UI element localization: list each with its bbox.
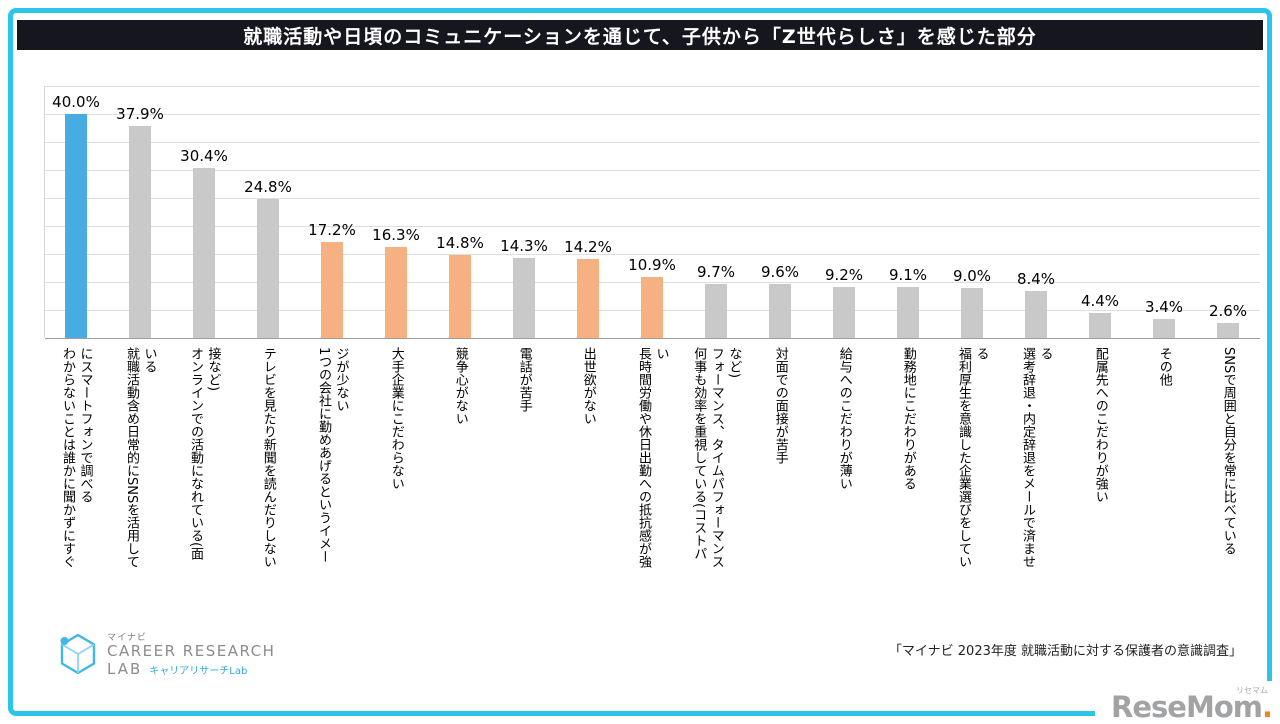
bar-category-label: 就職活動含め日常的にSNSを活用している xyxy=(124,347,157,569)
bar-value-label: 16.3% xyxy=(372,225,420,244)
bar-value-label: 37.9% xyxy=(116,104,164,123)
bar-value-label: 9.6% xyxy=(760,263,800,282)
bar-category-label: 給与へのこだわりが薄い xyxy=(836,347,852,490)
bar xyxy=(1025,291,1047,338)
bar-value-label: 24.8% xyxy=(244,178,292,197)
bar-value-label: 14.2% xyxy=(564,237,612,256)
bar xyxy=(129,125,151,338)
bar-category-label: 大手企業にこだわらない xyxy=(388,347,404,490)
bar-value-label: 14.8% xyxy=(436,234,484,253)
resemom-kana-label: リセマム xyxy=(1236,686,1268,695)
bar-column: 9.7% 何事も効率を重視している(コストパフォーマンス、タイムパフォーマンスなど… xyxy=(684,86,748,571)
bar-column: 30.4% オンラインでの活動になれている(面接など) xyxy=(172,86,236,571)
bar-column: 3.4% その他 xyxy=(1132,86,1196,571)
bar-value-label: 40.0% xyxy=(52,93,100,111)
bar-column: 9.6% 対面での面接が苦手 xyxy=(748,86,812,571)
bar-value-label: 14.3% xyxy=(500,236,548,255)
bar-value-label: 9.7% xyxy=(696,262,736,281)
bar-column: 40.0% わからないことは誰かに聞かずにすぐにスマートフォンで調べる xyxy=(44,86,108,571)
bar xyxy=(1217,323,1239,338)
gridline xyxy=(45,142,1260,143)
gridline xyxy=(45,86,1260,87)
bar-column: 9.0% 福利厚生を意識した企業選びをしている xyxy=(940,86,1004,571)
bar-category-label: 長時間労働や休日出勤への抵抗感が強い xyxy=(636,347,669,568)
bar-category-label: 電話が苦手 xyxy=(516,347,532,412)
bar-column: 17.2% 1つの会社に勤めあげるというイメージが少ない xyxy=(300,86,364,571)
bar-column: 37.9% 就職活動含め日常的にSNSを活用している xyxy=(108,86,172,571)
bar xyxy=(65,114,87,338)
bar xyxy=(577,258,599,338)
gridline xyxy=(45,254,1260,255)
lab-label: LAB xyxy=(107,660,143,679)
bar-value-label: 3.4% xyxy=(1144,298,1184,316)
gridline xyxy=(45,114,1260,115)
bar-value-label: 9.2% xyxy=(824,265,864,284)
bar xyxy=(1153,319,1175,338)
mynavi-hexagon-logo-icon xyxy=(60,633,96,675)
bar-chart: 40.0% わからないことは誰かに聞かずにすぐにスマートフォンで調べる 37.9% 就… xyxy=(44,86,1260,571)
bar-category-label: オンラインでの活動になれている(面接など) xyxy=(188,347,221,561)
gridline xyxy=(45,226,1260,227)
mynavi-career-research-lab-logo: マイナビ CAREER RESEARCH LAB キャリアリサーチLab xyxy=(58,630,275,678)
gridline xyxy=(45,198,1260,199)
bar-column: 24.8% テレビを見たり新聞を読んだりしない xyxy=(236,86,300,571)
bar-category-label: 何事も効率を重視している(コストパフォーマンス、タイムパフォーマンスなど) xyxy=(691,347,742,568)
bar-column: 14.3% 電話が苦手 xyxy=(492,86,556,571)
bar-category-label: 福利厚生を意識した企業選びをしている xyxy=(956,347,989,568)
career-research-lab-ja-label: キャリアリサーチLab xyxy=(149,666,248,678)
bar-category-label: その他 xyxy=(1156,347,1172,386)
bar-category-label: テレビを見たり新聞を読んだりしない xyxy=(260,347,276,568)
chart-title: 就職活動や日頃のコミュニケーションを通じて、子供から「Z世代らしさ」を感じた部分 xyxy=(17,20,1263,50)
bar-column: 16.3% 大手企業にこだわらない xyxy=(364,86,428,571)
bar-value-label: 4.4% xyxy=(1080,292,1120,311)
bar xyxy=(833,286,855,338)
bar-column: 9.2% 給与へのこだわりが薄い xyxy=(812,86,876,571)
resemom-logo-text: ReseMom. xyxy=(1111,690,1273,724)
mynavi-brand-label: マイナビ xyxy=(107,633,147,643)
bar xyxy=(961,287,983,338)
bar-column: 2.6% SNSで周囲と自分を常に比べている xyxy=(1196,86,1260,571)
bar-value-label: 17.2% xyxy=(308,220,356,239)
bar-value-label: 30.4% xyxy=(180,146,228,165)
bar-category-label: 出世欲がない xyxy=(580,347,596,425)
bar-value-label: 8.4% xyxy=(1016,270,1056,288)
bar-value-label: 9.1% xyxy=(888,266,928,284)
bar-value-label: 10.9% xyxy=(628,256,676,274)
bar xyxy=(513,257,535,338)
bar-column: 9.1% 勤務地にこだわりがある xyxy=(876,86,940,571)
bar xyxy=(449,255,471,338)
bar xyxy=(1089,313,1111,338)
bar xyxy=(385,246,407,338)
bar-value-label: 9.0% xyxy=(952,266,992,285)
gridline xyxy=(45,170,1260,171)
bar-category-label: わからないことは誰かに聞かずにすぐにスマートフォンで調べる xyxy=(60,347,93,568)
bar-category-label: 勤務地にこだわりがある xyxy=(900,347,916,490)
page-border-frame xyxy=(8,8,1272,716)
bar xyxy=(321,241,343,338)
bar-value-label: 2.6% xyxy=(1208,302,1248,321)
resemom-watermark: リセマム ReseMom. xyxy=(1095,681,1280,724)
bar xyxy=(257,199,279,338)
bar-column: 14.8% 競争心がない xyxy=(428,86,492,571)
bar-category-label: 配属先へのこだわりが強い xyxy=(1092,347,1108,503)
bar xyxy=(769,284,791,338)
bar-category-label: 競争心がない xyxy=(452,347,468,425)
bar-column: 14.2% 出世欲がない xyxy=(556,86,620,571)
bar-columns: 40.0% わからないことは誰かに聞かずにすぐにスマートフォンで調べる 37.9% 就… xyxy=(44,86,1260,571)
bar-column: 4.4% 配属先へのこだわりが強い xyxy=(1068,86,1132,571)
bar-category-label: SNSで周囲と自分を常に比べている xyxy=(1220,347,1236,556)
bar xyxy=(193,167,215,338)
bar-category-label: 対面での面接が苦手 xyxy=(772,347,788,464)
bar xyxy=(705,283,727,338)
bar-category-label: 選考辞退・内定辞退をメールで済ませる xyxy=(1020,347,1053,568)
bar-category-label: 1つの会社に勤めあげるというイメージが少ない xyxy=(316,347,349,564)
x-axis-line xyxy=(45,338,1260,339)
bar-column: 10.9% 長時間労働や休日出勤への抵抗感が強い xyxy=(620,86,684,571)
bar-column: 8.4% 選考辞退・内定辞退をメールで済ませる xyxy=(1004,86,1068,571)
bar xyxy=(641,277,663,338)
resemom-orange-dot: . xyxy=(1261,690,1273,724)
career-research-label: CAREER RESEARCH xyxy=(107,642,276,660)
source-citation: 「マイナビ 2023年度 就職活動に対する保護者の意識調査」 xyxy=(888,644,1242,659)
bar xyxy=(897,287,919,338)
